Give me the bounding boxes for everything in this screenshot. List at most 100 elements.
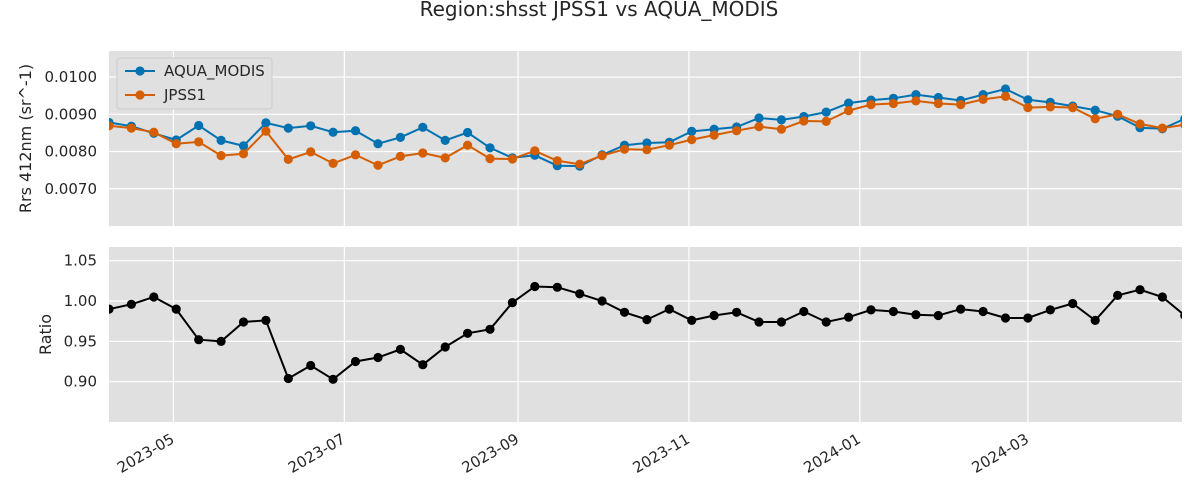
data-point <box>395 344 405 354</box>
data-point <box>642 145 652 155</box>
data-point <box>1068 298 1078 309</box>
data-point <box>687 135 697 145</box>
data-point <box>933 310 943 321</box>
data-point <box>844 106 854 116</box>
data-point <box>238 317 249 327</box>
data-point <box>978 306 988 317</box>
data-point <box>149 127 159 137</box>
legend-box <box>116 57 273 110</box>
data-point <box>1157 292 1167 302</box>
data-point <box>283 123 293 133</box>
data-point <box>844 98 854 108</box>
y-tick-label: 0.95 <box>64 332 97 350</box>
data-point <box>956 100 966 110</box>
data-point <box>687 126 697 136</box>
data-point <box>485 324 495 334</box>
data-point <box>687 315 697 325</box>
data-point <box>1000 84 1011 94</box>
data-point <box>821 317 831 327</box>
data-point <box>776 317 787 327</box>
data-point <box>1090 114 1100 124</box>
data-point <box>216 135 226 145</box>
data-point <box>1180 121 1182 129</box>
data-point <box>440 135 450 145</box>
data-point <box>597 296 607 306</box>
y-tick-label: 0.0090 <box>45 105 98 123</box>
data-point <box>109 304 114 314</box>
data-point <box>911 90 921 100</box>
data-point <box>619 144 630 154</box>
data-point <box>485 154 495 164</box>
series-group <box>109 281 1182 384</box>
y-tick-label: 0.0070 <box>45 180 98 198</box>
data-point <box>1045 102 1055 112</box>
data-point <box>261 126 271 136</box>
data-point <box>1000 313 1011 323</box>
data-point <box>1090 105 1100 115</box>
x-tick-label: 2023-11 <box>630 430 693 477</box>
data-point <box>440 342 450 352</box>
data-point <box>732 126 742 136</box>
data-point <box>194 120 204 131</box>
data-point <box>552 282 562 292</box>
data-point <box>1135 119 1145 129</box>
data-point <box>530 146 540 156</box>
chart-title: Region:shsst JPSS1 vs AQUA_MODIS <box>420 0 779 21</box>
data-point <box>530 281 540 292</box>
data-point <box>350 150 361 160</box>
x-tick-label: 2024-01 <box>801 430 864 477</box>
data-point <box>776 115 787 125</box>
data-point <box>575 289 585 299</box>
data-point <box>418 360 428 370</box>
data-point <box>126 299 136 309</box>
data-point <box>350 356 361 367</box>
y-tick-label: 0.0100 <box>45 68 98 86</box>
data-point <box>844 312 854 322</box>
data-point <box>373 160 383 170</box>
data-point <box>911 310 921 320</box>
data-point <box>866 305 876 315</box>
data-point <box>463 328 473 338</box>
data-point <box>283 154 293 164</box>
panel-0: 0.0070 0.0080 0.0090 0.0100 Rrs 412nm (sr^-1… <box>16 51 1182 226</box>
data-point <box>171 139 181 149</box>
data-point <box>754 122 764 132</box>
y-tick-label: 1.00 <box>64 292 97 310</box>
x-tick-label: 2024-03 <box>969 430 1032 477</box>
data-point <box>1113 109 1123 119</box>
data-point <box>619 307 630 317</box>
data-point <box>709 310 719 321</box>
data-point <box>418 148 428 158</box>
data-point <box>216 336 226 346</box>
data-point <box>194 137 204 147</box>
data-point <box>1023 95 1033 105</box>
plot-background <box>109 51 1182 226</box>
data-point <box>1180 115 1182 123</box>
data-point <box>328 158 338 168</box>
y-tick-label: 1.05 <box>64 252 97 270</box>
data-point <box>575 159 585 169</box>
data-point <box>261 315 271 325</box>
y-tick-label: 0.0080 <box>45 143 98 161</box>
data-point <box>440 153 450 163</box>
data-point <box>799 306 809 317</box>
legend-label: AQUA_MODIS <box>164 62 265 81</box>
data-point <box>328 374 338 384</box>
data-point <box>1157 123 1167 133</box>
data-point <box>552 156 562 166</box>
data-point <box>194 335 204 345</box>
data-point <box>888 306 899 317</box>
data-point <box>1180 311 1182 320</box>
data-point <box>776 124 787 134</box>
data-point <box>373 352 383 363</box>
data-point <box>463 127 473 138</box>
legend-label: JPSS1 <box>163 86 206 104</box>
data-point <box>664 140 674 150</box>
data-point <box>642 315 652 325</box>
data-point <box>754 317 764 327</box>
y-tick-label: 0.90 <box>64 373 97 391</box>
legend-marker <box>135 66 145 76</box>
data-point <box>1090 315 1100 325</box>
data-point <box>866 100 876 110</box>
